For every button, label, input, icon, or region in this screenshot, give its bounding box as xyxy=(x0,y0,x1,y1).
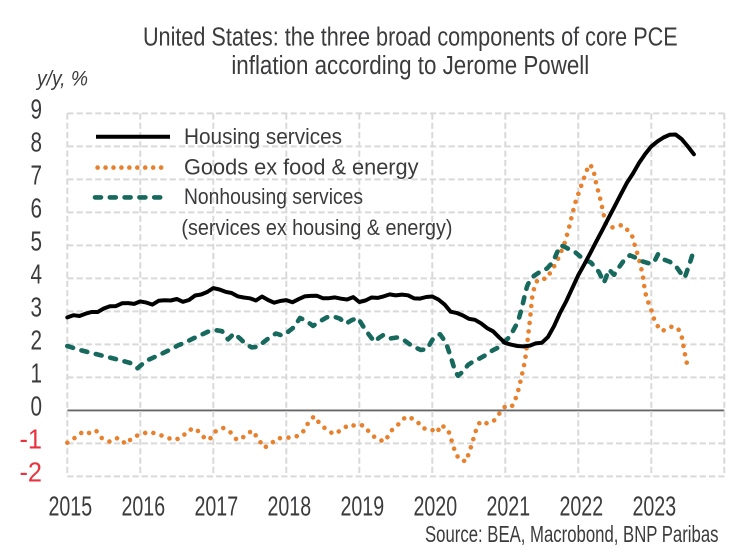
svg-text:-2: -2 xyxy=(20,456,43,487)
svg-text:Housing services: Housing services xyxy=(184,124,342,149)
svg-text:2020: 2020 xyxy=(414,491,458,522)
svg-text:2022: 2022 xyxy=(560,491,604,522)
svg-text:4: 4 xyxy=(31,258,43,289)
svg-text:3: 3 xyxy=(31,291,43,322)
svg-text:5: 5 xyxy=(31,225,43,256)
svg-text:2017: 2017 xyxy=(195,491,239,522)
svg-text:United States: the three broad: United States: the three broad component… xyxy=(143,24,678,52)
svg-text:y/y, %: y/y, % xyxy=(35,67,88,91)
svg-text:2: 2 xyxy=(31,324,43,355)
svg-text:1: 1 xyxy=(31,357,43,388)
svg-text:inflation according to Jerome: inflation according to Jerome Powell xyxy=(231,52,589,80)
svg-text:8: 8 xyxy=(31,126,43,157)
svg-text:6: 6 xyxy=(31,192,43,223)
svg-text:7: 7 xyxy=(31,159,43,190)
svg-text:9: 9 xyxy=(31,93,43,124)
svg-text:2018: 2018 xyxy=(268,491,312,522)
svg-text:2016: 2016 xyxy=(122,491,166,522)
svg-text:0: 0 xyxy=(31,390,43,421)
svg-text:2019: 2019 xyxy=(341,491,385,522)
svg-text:(services ex housing & energy): (services ex housing & energy) xyxy=(181,215,452,240)
svg-text:-1: -1 xyxy=(20,423,43,454)
svg-text:2023: 2023 xyxy=(633,491,677,522)
svg-text:2015: 2015 xyxy=(49,491,93,522)
svg-text:Goods ex food & energy: Goods ex food & energy xyxy=(184,154,419,179)
svg-text:Source: BEA, Macrobond, BNP Pa: Source: BEA, Macrobond, BNP Paribas xyxy=(425,521,719,547)
svg-text:2021: 2021 xyxy=(487,491,531,522)
svg-text:Nonhousing services: Nonhousing services xyxy=(184,184,363,209)
